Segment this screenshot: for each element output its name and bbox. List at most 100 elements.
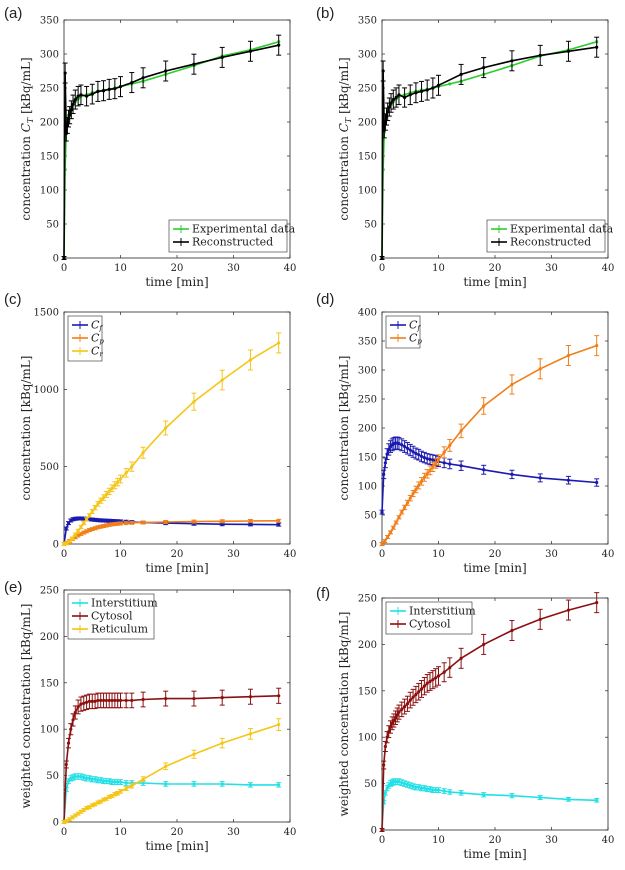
x-axis-label: time [min] [463, 561, 526, 575]
data-point [130, 698, 134, 703]
data-point [118, 477, 123, 481]
data-point [510, 472, 514, 476]
data-point [397, 442, 401, 446]
data-point [459, 429, 463, 433]
x-tick-label: 20 [171, 263, 184, 274]
data-point [101, 496, 106, 500]
data-point [192, 519, 196, 524]
data-point [411, 695, 415, 699]
data-point [96, 89, 100, 93]
x-tick-label: 20 [171, 827, 184, 838]
data-point [220, 782, 224, 786]
data-point [85, 529, 89, 533]
data-point [431, 678, 435, 682]
data-point [96, 698, 100, 703]
data-point [64, 526, 68, 531]
data-point [79, 516, 83, 521]
data-point [442, 450, 446, 454]
data-point [442, 461, 446, 465]
panel-label: (b) [316, 5, 334, 22]
data-point [382, 763, 386, 767]
y-tick-label: 250 [358, 594, 377, 605]
x-tick-label: 40 [602, 549, 615, 560]
data-point [442, 670, 446, 674]
data-point [93, 777, 97, 781]
data-point [510, 628, 514, 633]
series-reconstructed [61, 34, 282, 260]
data-point [448, 666, 452, 670]
x-tick-label: 10 [432, 835, 445, 846]
x-tick-label: 10 [114, 549, 127, 560]
data-point [510, 59, 514, 63]
data-point [482, 793, 486, 797]
data-point [422, 455, 426, 460]
data-point [164, 69, 168, 73]
data-point [107, 779, 111, 783]
data-point [387, 105, 391, 109]
x-axis-label: time [min] [145, 275, 208, 289]
data-point [425, 457, 429, 461]
data-point [76, 774, 80, 779]
y-tick-label: 0 [371, 826, 377, 837]
x-tick-label: 30 [545, 549, 558, 560]
data-point [164, 520, 168, 524]
panel-label: (f) [316, 585, 330, 602]
series-f [379, 436, 600, 515]
data-point [380, 828, 384, 832]
data-point [141, 451, 145, 455]
data-point [220, 55, 224, 60]
data-point [434, 676, 438, 680]
data-point [116, 791, 120, 795]
data-point [393, 716, 398, 720]
data-point [101, 698, 106, 703]
data-point [425, 681, 429, 685]
data-point [141, 777, 145, 781]
data-point [192, 62, 196, 66]
data-point [85, 517, 89, 521]
data-point [124, 781, 128, 785]
y-tick-label: 250 [40, 84, 59, 95]
data-point [87, 776, 92, 780]
data-point [124, 521, 128, 525]
data-point [68, 113, 72, 117]
data-point [595, 45, 599, 49]
data-point [383, 461, 387, 465]
series-line [63, 775, 279, 823]
data-point [107, 519, 111, 523]
data-point [63, 71, 67, 75]
data-point [192, 400, 196, 404]
data-point [442, 789, 446, 793]
legend-item: Cytosol [390, 618, 451, 631]
legend-item: Reconstructed [173, 236, 273, 249]
data-point [85, 700, 89, 704]
data-point [448, 443, 452, 447]
x-tick-label: 0 [379, 263, 385, 274]
data-point [436, 788, 441, 792]
y-tick-label: 200 [358, 424, 377, 435]
legend-label: Cytosol [91, 610, 133, 623]
data-point [82, 530, 86, 535]
legend-item: Cf [72, 319, 103, 333]
legend-label: Experimental data [510, 223, 614, 236]
legend-item: Cytosol [72, 610, 133, 623]
data-point [116, 698, 120, 703]
data-point [434, 788, 438, 792]
data-point [65, 541, 69, 545]
x-axis-label: time [min] [463, 275, 526, 289]
series-reconstructed [379, 36, 600, 260]
data-point [459, 464, 463, 468]
data-point [403, 704, 407, 709]
data-point [118, 698, 123, 703]
data-point [104, 779, 108, 783]
x-tick-label: 20 [489, 835, 502, 846]
x-tick-label: 0 [61, 549, 67, 560]
data-point [90, 92, 94, 96]
data-point [482, 66, 486, 70]
data-point [277, 694, 281, 698]
data-point [538, 476, 542, 480]
y-tick-label: 200 [358, 118, 377, 129]
data-point [394, 520, 398, 525]
data-point [124, 471, 128, 475]
